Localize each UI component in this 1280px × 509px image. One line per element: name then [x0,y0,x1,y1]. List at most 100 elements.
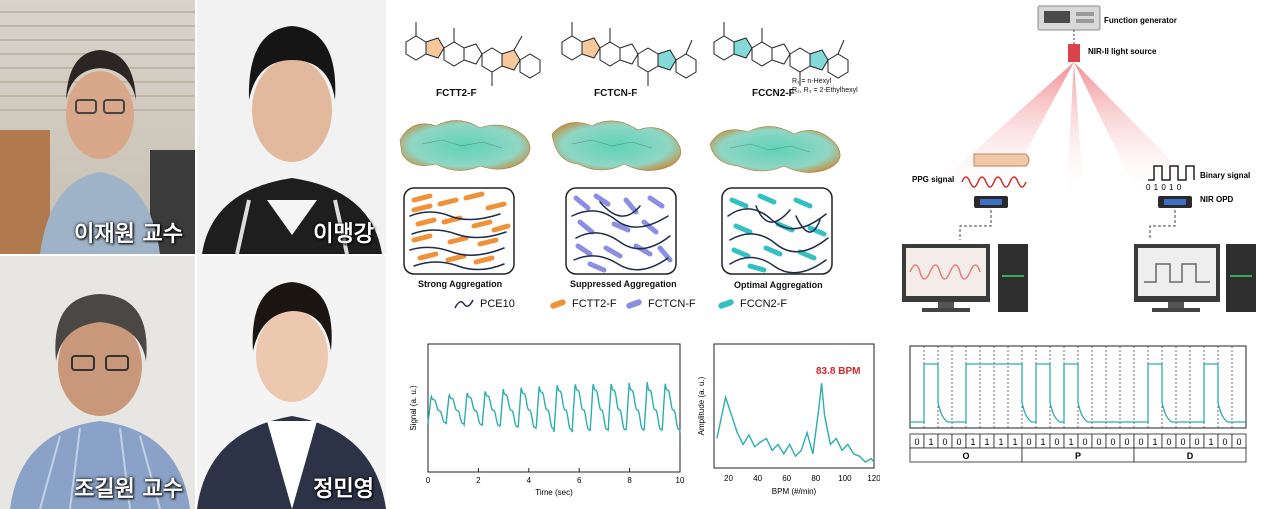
bit-value: 0 [956,437,961,447]
bit-value: 0 [1194,437,1199,447]
bit-value: 0 [1096,437,1101,447]
aggregation-label-suppressed: Suppressed Aggregation [570,279,677,289]
signal-xtick-0: 0 [426,476,431,485]
substituent-r2: R₂, R₃ = 2-Ethylhexyl [792,87,858,94]
bit-value: 1 [970,437,975,447]
photo-caption-1: 이재원 교수 [74,222,183,247]
bit-value: 1 [1040,437,1045,447]
fccn2f-swatch-icon [717,298,735,310]
computer-left-icon [902,244,1028,312]
letter-value: D [1187,451,1194,461]
finger-icon [973,153,1030,167]
bit-value: 0 [1222,437,1227,447]
bit-value: 0 [942,437,947,447]
photo-caption-2: 이맹강 [313,222,374,247]
pce10-line-icon [454,299,474,309]
portrait-image-4 [197,256,386,509]
fft-xlabel: BPM (#/min) [772,487,817,496]
function-generator-label: Function generator [1104,16,1177,25]
signal-ylabel: Signal (a. u.) [409,385,418,431]
signal-plot-frame [427,343,681,473]
legend-fctcnf-label: FCTCN-F [648,298,696,310]
legend-pce10-label: PCE10 [480,298,515,310]
bit-value: 1 [1068,437,1073,447]
fft-xtick-3: 80 [811,474,820,483]
light-source-icon [1068,44,1080,62]
signal-xtick-2: 4 [527,476,532,485]
portrait-image-1 [0,0,195,254]
photo-panel-2: 이맹강 [197,0,386,254]
bit-value: 1 [928,437,933,447]
signal-xlabel: Time (sec) [535,488,573,497]
fft-xtick-5: 120 [867,474,880,483]
binary-response-line [910,363,1246,423]
bit-value: 0 [1054,437,1059,447]
portrait-image-3 [0,256,195,509]
bit-value: 1 [1208,437,1213,447]
letter-value: P [1075,451,1081,461]
fft-spectrum-line [716,383,875,463]
bit-value: 1 [984,437,989,447]
signal-xtick-5: 10 [676,476,685,485]
portrait-image-2 [197,0,386,254]
fft-peak-label: 83.8 BPM [816,366,860,377]
bit-value: 0 [1138,437,1143,447]
photo-panel-4: 정민영 [197,256,386,509]
fft-chart: 83.8 BPM 20 40 60 80 100 120 BPM (#/min)… [697,343,880,496]
bit-value: 0 [914,437,919,447]
fft-ylabel: Amplitude (a. u.) [697,376,706,435]
photo-caption-4: 정민영 [313,477,374,502]
bit-value: 1 [1152,437,1157,447]
substituent-r1: R₁ = n-Hexyl [792,78,832,85]
legend-fctt2f: FCTT2-F [549,298,617,310]
ppg-signal-label: PPG signal [912,175,954,184]
fft-xtick-0: 20 [724,474,733,483]
function-generator-icon [1037,5,1101,31]
legend-fctt2f-label: FCTT2-F [572,298,617,310]
fft-xtick-4: 100 [838,474,852,483]
binary-wave-icon [1148,165,1195,181]
photo-panel-1: 이재원 교수 [0,0,195,254]
bit-value: 0 [1124,437,1129,447]
computer-right-icon [1134,244,1256,312]
signal-chart: 0 2 4 6 8 10 Time (sec) Signal (a. u.) [409,343,685,497]
bit-value: 0 [1166,437,1171,447]
fft-xtick-2: 60 [782,474,791,483]
aggregation-label-optimal: Optimal Aggregation [734,280,823,290]
binary-signal-label: Binary signal [1200,171,1250,180]
legend-fccn2f-label: FCCN2-F [740,298,788,310]
fctt2f-swatch-icon [549,298,567,310]
molecule-label-2: FCTCN-F [594,88,638,99]
bit-value: 0 [1110,437,1115,447]
bit-value: 1 [1012,437,1017,447]
bit-value: 0 [1236,437,1241,447]
setup-illustration: Function generator NIR-II light source P… [902,5,1256,312]
molecule-structures [405,22,849,86]
molecule-label-3: FCCN2-F [752,88,795,99]
fctcnf-swatch-icon [625,298,643,310]
letter-cell [1133,447,1247,463]
signal-xtick-1: 2 [476,476,481,485]
nir-opd-label: NIR OPD [1200,195,1234,204]
esp-surfaces [399,120,841,173]
signal-xtick-3: 6 [577,476,582,485]
bit-value: 0 [1180,437,1185,447]
bit-value: 0 [1026,437,1031,447]
letter-value: O [962,451,969,461]
ppg-signal-line [427,381,681,434]
binary-bits-small: 0 1 0 1 0 [1146,183,1182,192]
photo-panel-3: 조길원 교수 [0,256,195,509]
molecule-label-1: FCTT2-F [436,88,477,99]
bit-value: 1 [998,437,1003,447]
fft-plot-frame [713,343,875,469]
ppg-wave-icon [961,176,1027,188]
legend-fctcnf: FCTCN-F [625,298,696,310]
legend-fccn2f: FCCN2-F [717,298,788,310]
light-source-label: NIR-II light source [1088,47,1157,56]
bit-value: 0 [1082,437,1087,447]
aggregation-boxes [403,187,833,275]
aggregation-label-strong: Strong Aggregation [418,279,503,289]
legend-pce10: PCE10 [454,298,515,310]
fft-xtick-1: 40 [753,474,762,483]
